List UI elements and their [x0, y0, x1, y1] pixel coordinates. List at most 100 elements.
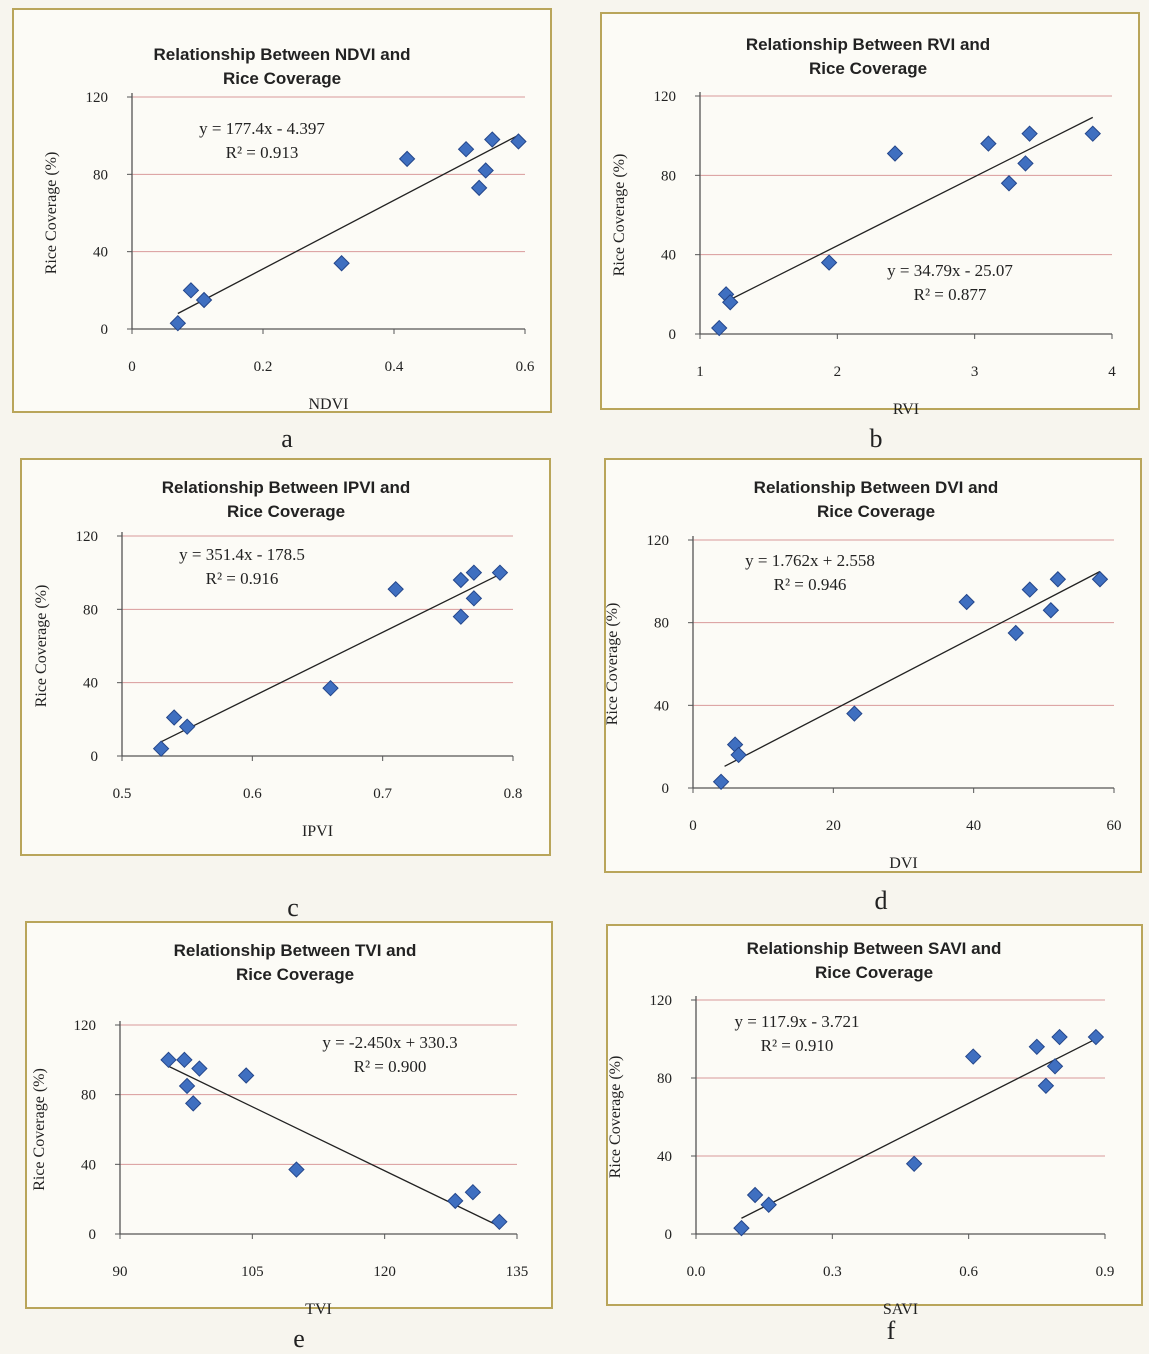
x-tick-label: 4: [1108, 364, 1116, 380]
panel-label-e: e: [293, 1324, 305, 1353]
panel-label-a: a: [281, 424, 293, 453]
y-tick-label: 120: [647, 533, 670, 549]
data-point: [1007, 624, 1024, 642]
chart-title-line: Relationship Between SAVI and: [747, 939, 1002, 958]
x-axis-label: DVI: [889, 855, 917, 872]
data-point: [746, 1186, 764, 1204]
x-tick-label: 90: [113, 1264, 128, 1280]
r-squared-label: R² = 0.916: [206, 569, 279, 588]
x-tick-label: 0.0: [687, 1264, 706, 1280]
trendline: [160, 573, 501, 743]
y-tick-label: 80: [93, 167, 108, 183]
data-point: [1046, 1058, 1064, 1075]
data-point: [452, 608, 470, 625]
trendline-equation: y = -2.450x + 330.3: [322, 1033, 457, 1052]
chart-title-line: Rice Coverage: [817, 502, 935, 521]
r-squared-label: R² = 0.913: [226, 143, 299, 162]
y-tick-label: 120: [654, 89, 677, 105]
chart-title-line: Rice Coverage: [809, 59, 927, 78]
data-point: [711, 319, 728, 337]
chart-svg-d: Relationship Between DVI and Rice Coverag…: [604, 478, 1122, 872]
y-tick-label: 40: [657, 1149, 672, 1165]
data-point: [169, 314, 187, 332]
x-tick-label: 0: [128, 359, 136, 375]
chart-frame: [25, 921, 553, 1309]
data-point: [820, 254, 838, 271]
trendline: [724, 570, 1101, 767]
y-tick-label: 120: [650, 993, 673, 1009]
data-point: [152, 740, 170, 757]
y-tick-label: 120: [86, 90, 109, 106]
trendline-equation: y = 351.4x - 178.5: [179, 545, 305, 564]
chart-panel-b: Relationship Between RVI and Rice Coverag…: [600, 12, 1140, 418]
chart-svg-f: Relationship Between SAVI and Rice Covera…: [607, 939, 1115, 1318]
data-point: [465, 590, 483, 607]
trendline: [723, 116, 1094, 304]
x-tick-label: 0.7: [373, 786, 392, 802]
data-point: [465, 564, 483, 581]
x-tick-label: 2: [834, 364, 842, 380]
data-point: [464, 1183, 482, 1201]
x-axis-label: TVI: [305, 1301, 332, 1318]
data-point: [457, 140, 475, 158]
chart-svg-c: Relationship Between IPVI and Rice Covera…: [33, 478, 522, 840]
x-axis-label: RVI: [893, 401, 919, 418]
data-point: [965, 1048, 982, 1065]
y-axis-label: Rice Coverage (%): [31, 1068, 48, 1191]
chart-svg-e: Relationship Between TVI and Rice Coverag…: [31, 941, 528, 1318]
x-tick-label: 0.2: [254, 359, 273, 375]
r-squared-label: R² = 0.877: [914, 285, 987, 304]
y-tick-label: 80: [81, 1088, 96, 1104]
data-point: [1051, 1028, 1068, 1046]
x-tick-label: 60: [1107, 818, 1122, 834]
data-point: [477, 162, 494, 179]
chart-frame: [604, 458, 1142, 873]
x-tick-label: 0.4: [385, 359, 404, 375]
data-point: [1021, 581, 1039, 598]
chart-panel-f: Relationship Between SAVI and Rice Covera…: [606, 924, 1143, 1318]
data-point: [484, 131, 501, 148]
y-tick-label: 0: [665, 1227, 673, 1243]
y-tick-label: 40: [81, 1157, 96, 1173]
data-point: [846, 705, 863, 722]
chart-frame: [12, 8, 552, 413]
data-point: [712, 773, 730, 791]
x-tick-label: 20: [826, 818, 841, 834]
r-squared-label: R² = 0.946: [774, 575, 847, 594]
y-tick-label: 40: [654, 698, 669, 714]
y-tick-label: 0: [89, 1227, 97, 1243]
y-axis-label: Rice Coverage (%): [611, 154, 628, 277]
x-tick-label: 0.6: [243, 786, 262, 802]
y-tick-label: 120: [76, 529, 99, 545]
data-point: [1037, 1077, 1055, 1095]
x-tick-label: 0.9: [1096, 1264, 1115, 1280]
x-tick-label: 105: [241, 1264, 263, 1280]
chart-panel-e: Relationship Between TVI and Rice Coverag…: [25, 921, 553, 1318]
trendline-equation: y = 117.9x - 3.721: [734, 1012, 859, 1031]
trendline-equation: y = 177.4x - 4.397: [199, 119, 325, 138]
data-point: [760, 1196, 777, 1213]
x-tick-label: 0.6: [959, 1264, 978, 1280]
y-tick-label: 80: [654, 616, 669, 632]
y-tick-label: 80: [657, 1071, 672, 1087]
y-tick-label: 0: [662, 781, 670, 797]
chart-svg-a: Relationship Between NDVI and Rice Covera…: [43, 45, 535, 413]
data-point: [333, 255, 350, 272]
trendline-equation: y = 34.79x - 25.07: [887, 261, 1013, 280]
chart-title-line: Rice Coverage: [236, 965, 354, 984]
data-point: [160, 1051, 177, 1069]
chart-title-line: Rice Coverage: [227, 502, 345, 521]
panel-label-b: b: [869, 424, 883, 453]
x-tick-label: 0.5: [113, 786, 132, 802]
trendline: [168, 1065, 500, 1227]
trendline: [177, 134, 519, 315]
y-tick-label: 80: [661, 168, 676, 184]
chart-title-line: Rice Coverage: [223, 69, 341, 88]
data-point: [165, 709, 183, 726]
y-axis-label: Rice Coverage (%): [43, 152, 60, 275]
data-point: [1087, 1028, 1105, 1046]
chart-frame: [600, 12, 1140, 410]
chart-panel-a: Relationship Between NDVI and Rice Covera…: [12, 8, 552, 413]
data-point: [980, 135, 997, 152]
trendline-equation: y = 1.762x + 2.558: [745, 551, 875, 570]
